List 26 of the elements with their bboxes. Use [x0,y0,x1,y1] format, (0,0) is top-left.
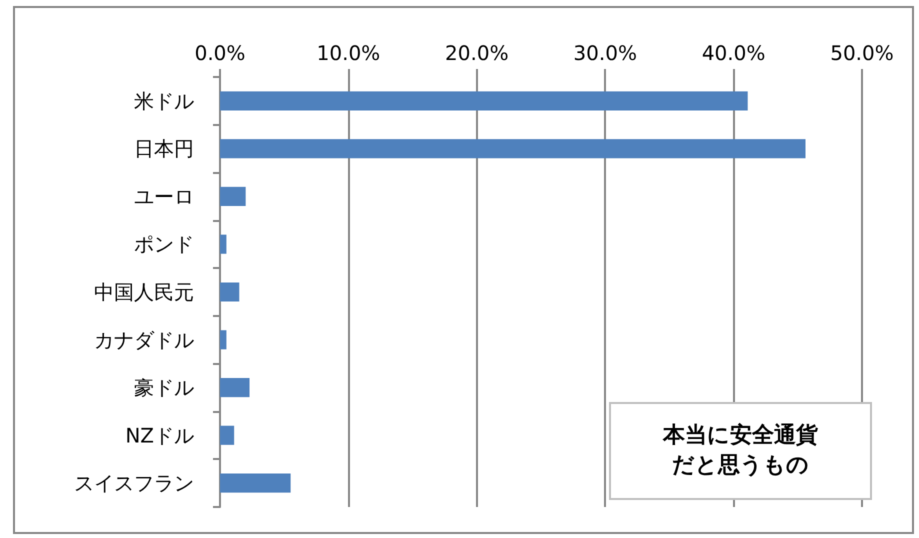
y-tick-label: ポンド [134,232,194,256]
bar [220,234,226,254]
x-tick-label: 0.0% [194,41,246,65]
bar [220,139,806,158]
bar [220,426,234,445]
y-tick-label: カナダドル [94,328,194,352]
y-tick-label: 日本円 [134,136,194,161]
y-tick-label: 豪ドル [134,376,194,400]
y-tick-label: ユーロ [134,184,194,208]
y-tick-label: NZドル [125,423,194,448]
x-tick-label: 20.0% [445,41,509,65]
x-tick-label: 40.0% [702,41,766,65]
bar [220,282,240,302]
bar [220,91,748,110]
y-tick-label: 米ドル [134,88,194,113]
bar [220,378,250,398]
bar [220,330,226,350]
x-tick-label: 50.0% [830,41,894,65]
bar [220,474,291,493]
y-tick-label: 中国人民元 [94,280,194,304]
annotation: 本当に安全通貨だと思うもの [662,422,819,480]
x-tick-label: 30.0% [573,41,637,65]
note-box: 本当に安全通貨だと思うもの [609,402,872,500]
bar [220,186,246,206]
y-tick-label: スイスフラン [74,471,194,496]
x-tick-label: 10.0% [316,41,380,65]
